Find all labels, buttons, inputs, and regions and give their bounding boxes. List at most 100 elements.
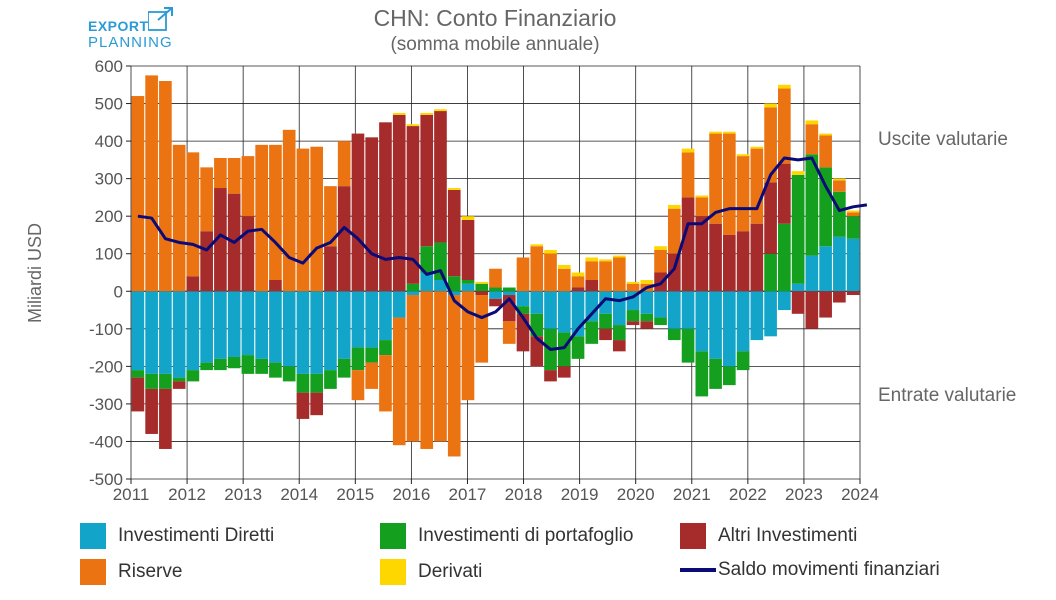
bar-reserves — [131, 96, 145, 292]
y-tick-label: -300 — [89, 395, 123, 414]
bar-reserves — [447, 295, 461, 457]
bar-other — [736, 231, 750, 292]
line-saldo-movimenti — [137, 156, 868, 351]
bar-reserves — [599, 261, 612, 292]
bar-reserves — [709, 133, 722, 224]
bar-direct — [846, 238, 860, 292]
bar-other — [447, 189, 461, 277]
bar-other — [337, 186, 351, 292]
legend-swatch — [380, 559, 406, 585]
x-tick-label: 2021 — [673, 485, 711, 504]
bar-direct — [599, 291, 612, 314]
bar-other — [241, 216, 255, 292]
bar-other — [310, 392, 324, 416]
bar-direct — [186, 291, 200, 371]
bar-reserves — [667, 208, 681, 254]
bar-reserves — [819, 135, 832, 168]
bar-reserves — [833, 180, 846, 192]
legend-item[interactable]: Derivati — [380, 559, 482, 585]
bar-other — [172, 381, 186, 389]
bar-direct — [709, 291, 722, 359]
bar-reserves — [654, 249, 667, 273]
x-tick-label: 2023 — [785, 485, 823, 504]
bar-derivatives — [530, 244, 544, 247]
x-tick-label: 2022 — [729, 485, 767, 504]
bar-direct — [819, 246, 832, 292]
bar-other — [778, 163, 791, 224]
bar-direct — [585, 291, 599, 322]
legend-item[interactable]: Investimenti Diretti — [80, 523, 274, 549]
bar-other — [530, 336, 544, 367]
bar-portfolio — [695, 351, 709, 397]
x-tick-label: 2019 — [561, 485, 599, 504]
bar-derivatives — [791, 171, 805, 175]
bar-other — [640, 321, 654, 329]
bar-other — [461, 219, 475, 281]
bar-portfolio — [723, 366, 736, 386]
bar-direct — [392, 291, 406, 318]
bar-other — [750, 223, 764, 292]
x-tick-label: 2017 — [449, 485, 487, 504]
bar-portfolio — [461, 280, 475, 284]
bar-other — [159, 388, 172, 449]
y-tick-label: 200 — [95, 207, 123, 226]
bar-derivatives — [461, 216, 475, 220]
x-tick-label: 2020 — [617, 485, 655, 504]
bar-portfolio — [833, 191, 846, 237]
annotation-uscite: Uscite valutarie — [878, 129, 1008, 150]
bar-derivatives — [475, 281, 489, 284]
bar-direct — [131, 291, 145, 371]
stacked-bars — [131, 75, 860, 457]
bar-reserves — [502, 321, 516, 344]
bar-derivatives — [640, 280, 654, 284]
x-tick-label: 2012 — [168, 485, 206, 504]
bar-derivatives — [420, 112, 434, 115]
bar-derivatives — [750, 146, 764, 149]
bar-derivatives — [764, 103, 777, 108]
bar-reserves — [365, 362, 379, 389]
legend-item[interactable]: Riserve — [80, 559, 182, 585]
bar-direct — [612, 291, 626, 326]
y-tick-label: 300 — [95, 170, 123, 189]
legend-swatch — [680, 523, 706, 549]
bar-other — [489, 298, 502, 307]
bar-reserves — [282, 129, 296, 292]
bar-direct — [379, 291, 392, 341]
bar-other — [585, 280, 599, 292]
bar-direct — [544, 291, 557, 329]
bar-reserves — [324, 186, 337, 247]
bar-reserves — [227, 157, 241, 194]
bar-portfolio — [791, 174, 805, 284]
bar-portfolio — [227, 356, 241, 369]
bar-reserves — [159, 81, 172, 292]
bar-other — [571, 287, 585, 292]
bar-reserves — [585, 261, 599, 281]
bar-reserves — [764, 107, 777, 183]
bar-other — [846, 291, 860, 296]
legend-item[interactable]: Investimenti di portafoglio — [380, 523, 633, 549]
bar-portfolio — [447, 276, 461, 292]
annotation-entrate: Entrate valutarie — [878, 385, 1016, 406]
bar-derivatives — [667, 204, 681, 209]
bar-derivatives — [833, 178, 846, 181]
bar-portfolio — [571, 336, 585, 359]
bar-portfolio — [819, 167, 832, 247]
bar-reserves — [736, 156, 750, 232]
bar-direct — [200, 291, 213, 363]
bar-other — [434, 111, 447, 243]
y-tick-label: 100 — [95, 245, 123, 264]
bar-direct — [282, 291, 296, 367]
bar-other — [791, 291, 805, 314]
bar-derivatives — [695, 195, 709, 198]
y-tick-label: 600 — [95, 57, 123, 76]
bar-direct — [833, 236, 846, 292]
bar-reserves — [557, 268, 571, 292]
bar-other — [819, 291, 832, 318]
bar-portfolio — [599, 313, 612, 329]
legend-item[interactable]: Saldo movimenti finanziari — [680, 559, 940, 581]
bar-portfolio — [434, 242, 447, 281]
legend-item[interactable]: Altri Investimenti — [680, 523, 857, 549]
bar-portfolio — [172, 377, 186, 382]
legend-label: Derivati — [418, 561, 483, 582]
bar-reserves — [241, 156, 255, 217]
